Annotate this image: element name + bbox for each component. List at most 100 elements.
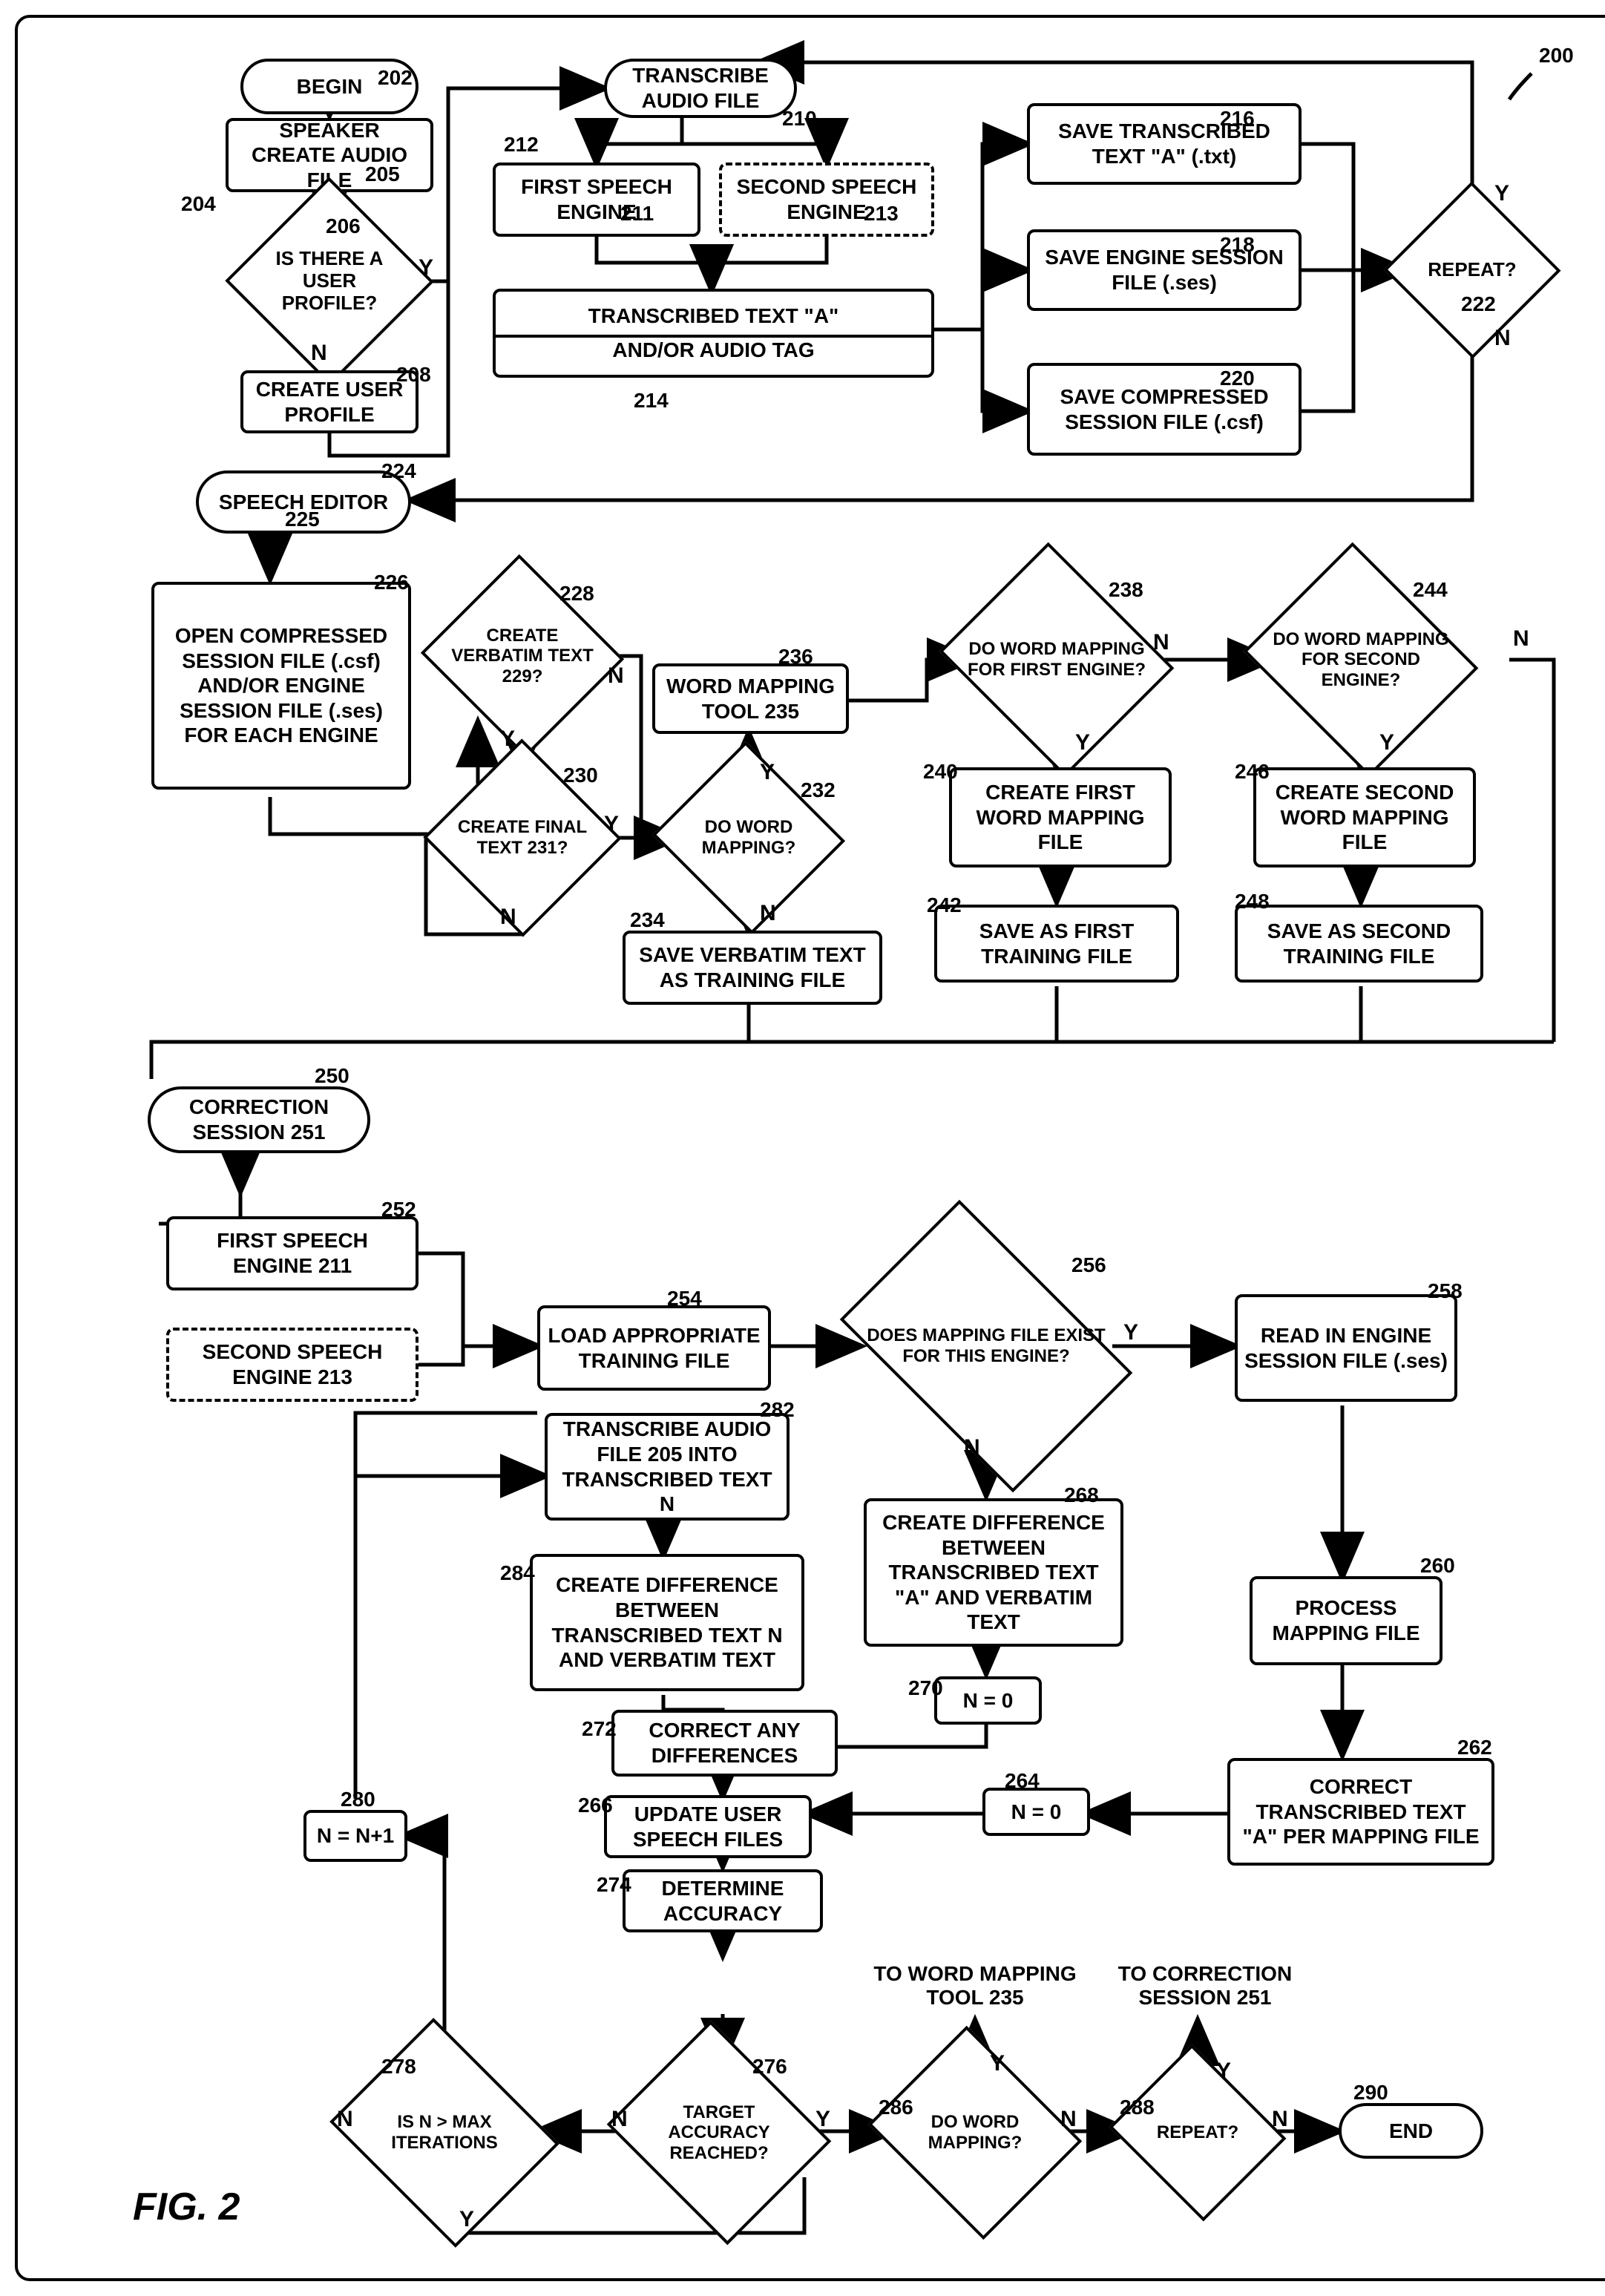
ref-280: 280 [341,1788,375,1811]
n-222: N [1494,326,1511,351]
repeat1-text: REPEAT? [1428,259,1516,281]
ref-256: 256 [1071,1253,1106,1277]
n-276: N [611,2107,628,2132]
terminal-transcribe: TRANSCRIBE AUDIO FILE [604,59,797,118]
ref-282: 282 [760,1398,795,1422]
do-map-second-text: DO WORD MAPPING FOR SECOND ENGINE? [1272,629,1450,691]
correct-per-map-text: CORRECT TRANSCRIBED TEXT "A" PER MAPPING… [1236,1774,1486,1849]
is-profile-text: IS THERE A USER PROFILE? [255,248,404,315]
box-update-speech: UPDATE USER SPEECH FILES [604,1795,812,1858]
box-save-first-train: SAVE AS FIRST TRAINING FILE [934,905,1179,983]
n-max-text: IS N > MAX ITERATIONS [355,2112,534,2153]
diamond-repeat2: REPEAT? [1131,2077,1264,2188]
ref-274: 274 [597,1873,631,1897]
page-ref: 200 [1539,44,1574,68]
n-256: N [964,1435,980,1460]
ref-202: 202 [378,66,413,90]
box-create-diff-a: CREATE DIFFERENCE BETWEEN TRANSCRIBED TE… [864,1498,1123,1647]
box-read-ses: READ IN ENGINE SESSION FILE (.ses) [1235,1294,1457,1402]
diamond-do-map-first: DO WORD MAPPING FOR FIRST ENGINE? [968,586,1146,734]
box-second-engine: SECOND SPEECH ENGINE [719,163,934,237]
diamond-n-max: IS N > MAX ITERATIONS [355,2062,534,2203]
ref-230: 230 [563,764,598,787]
y-206: Y [419,255,433,281]
n-238: N [1153,630,1169,655]
box-process-map: PROCESS MAPPING FILE [1250,1576,1442,1665]
box-create-profile: CREATE USER PROFILE [240,370,419,433]
ref-206: 206 [326,214,361,238]
begin-text: BEGIN [297,74,363,99]
ref-268: 268 [1064,1483,1099,1507]
ref-244: 244 [1413,578,1448,602]
ref-211: 211 [620,202,654,226]
terminal-end: END [1339,2103,1483,2159]
create-verbatim-text: CREATE VERBATIM TEXT 229? [448,626,597,687]
target-acc-text: TARGET ACCURACY REACHED? [634,2102,804,2164]
box-correct-diff: CORRECT ANY DIFFERENCES [611,1710,838,1777]
n-230: N [500,905,516,930]
ref-222: 222 [1461,292,1496,316]
mapping-exist-text: DOES MAPPING FILE EXIST FOR THIS ENGINE? [864,1325,1109,1366]
n-278: N [337,2107,353,2132]
box-save-txt: SAVE TRANSCRIBED TEXT "A" (.txt) [1027,103,1302,185]
second-engine-2-text: SECOND SPEECH ENGINE 213 [175,1339,410,1389]
box-n0b: N = 0 [982,1788,1090,1836]
n0b-text: N = 0 [1011,1800,1062,1825]
y-278: Y [459,2207,474,2232]
n-288: N [1272,2107,1288,2132]
ref-205-inline: 205 [365,163,400,186]
repeat2-text: REPEAT? [1157,2122,1238,2143]
diamond-do-word-mapping: DO WORD MAPPING? [678,775,819,901]
create-profile-text: CREATE USER PROFILE [249,377,410,427]
box-load-training: LOAD APPROPRIATE TRAINING FILE [537,1305,771,1391]
ref-278: 278 [381,2055,416,2079]
do-word-mapping-text: DO WORD MAPPING? [678,817,819,858]
box-open-compressed: OPEN COMPRESSED SESSION FILE (.csf) AND/… [151,582,411,790]
ref-288: 288 [1120,2096,1155,2119]
flowchart-canvas: BEGIN 202 SPEAKER CREATE AUDIO FILE 205 … [15,15,1605,2281]
ref-252: 252 [381,1198,416,1221]
y-222: Y [1494,181,1509,206]
y-230: Y [604,812,619,837]
first-engine-2-text: FIRST SPEECH ENGINE 211 [175,1228,410,1278]
ref-204: 204 [181,192,216,216]
update-speech-text: UPDATE USER SPEECH FILES [613,1802,803,1851]
y-276: Y [815,2107,830,2132]
ref-266: 266 [578,1794,613,1817]
ref-238: 238 [1109,578,1143,602]
create-final-text: CREATE FINAL TEXT 231? [452,817,593,858]
box-first-engine: FIRST SPEECH ENGINE [493,163,700,237]
box-n0a: N = 0 [934,1676,1042,1725]
box-first-engine-2: FIRST SPEECH ENGINE 211 [166,1216,419,1290]
ref-262: 262 [1457,1736,1492,1759]
ref-228: 228 [559,582,594,606]
box-word-mapping-tool: WORD MAPPING TOOL 235 [652,663,849,734]
ref-212: 212 [504,133,539,157]
ref-234: 234 [630,908,665,932]
do-word-mapping2-text: DO WORD MAPPING? [893,2112,1057,2153]
ref-216: 216 [1220,107,1255,131]
ref-226: 226 [374,571,409,594]
box-save-verbatim: SAVE VERBATIM TEXT AS TRAINING FILE [623,931,882,1005]
diamond-do-map-second: DO WORD MAPPING FOR SECOND ENGINE? [1272,586,1450,734]
read-ses-text: READ IN ENGINE SESSION FILE (.ses) [1244,1323,1448,1373]
load-training-text: LOAD APPROPRIATE TRAINING FILE [546,1323,762,1373]
first-engine-text: FIRST SPEECH ENGINE [502,174,692,224]
diamond-create-verbatim: CREATE VERBATIM TEXT 229? [448,589,597,723]
process-map-text: PROCESS MAPPING FILE [1258,1595,1434,1645]
ref-240: 240 [923,760,958,784]
do-map-first-text: DO WORD MAPPING FOR FIRST ENGINE? [968,639,1146,680]
create-diff-a-text: CREATE DIFFERENCE BETWEEN TRANSCRIBED TE… [873,1510,1115,1635]
ref-208: 208 [396,363,431,387]
save-verbatim-text: SAVE VERBATIM TEXT AS TRAINING FILE [631,942,873,992]
ref-264: 264 [1005,1769,1040,1793]
correction-text: CORRECTION SESSION 251 [157,1095,361,1144]
terminal-correction: CORRECTION SESSION 251 [148,1086,370,1153]
n-232: N [760,901,776,926]
n-inc-text: N = N+1 [317,1823,394,1849]
ref-242: 242 [927,893,962,917]
ref-213: 213 [864,202,899,226]
word-mapping-tool-text: WORD MAPPING TOOL 235 [661,674,840,724]
ref-232: 232 [801,778,836,802]
transcribed-a-text: TRANSCRIBED TEXT "A" [588,304,839,333]
